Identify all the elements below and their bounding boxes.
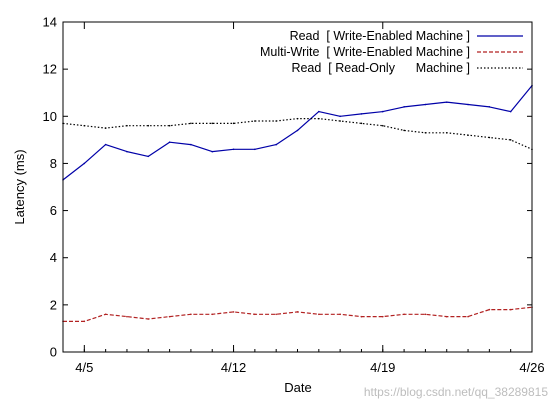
- y-tick-label: 14: [43, 15, 57, 30]
- data-point: [424, 103, 427, 106]
- series-3: [62, 117, 533, 151]
- data-point: [168, 141, 171, 144]
- data-point: [403, 106, 405, 108]
- series-line-3: [62, 117, 533, 150]
- data-point: [318, 313, 320, 316]
- data-point: [360, 113, 363, 115]
- legend-label: Multi-Write [ Write-Enabled Machine ]: [260, 45, 470, 59]
- data-point: [126, 150, 128, 153]
- data-point: [381, 124, 384, 127]
- data-point: [104, 143, 107, 146]
- data-point: [467, 134, 469, 136]
- data-point: [254, 313, 256, 316]
- data-point: [445, 101, 448, 103]
- data-point: [275, 313, 277, 316]
- data-point: [275, 143, 277, 146]
- data-point: [190, 313, 192, 316]
- data-point: [488, 136, 491, 139]
- data-point: [190, 122, 192, 125]
- data-point: [232, 311, 235, 313]
- data-point: [424, 131, 427, 134]
- data-point: [83, 124, 86, 127]
- x-axis: 4/5 4/12 4/19 4/26: [62, 22, 545, 375]
- legend-label: Read [ Read-Only Machine ]: [291, 61, 470, 75]
- data-point: [254, 120, 256, 122]
- data-point: [509, 308, 512, 311]
- y-axis: 0 2 4 6 8 10 12 14: [43, 15, 532, 360]
- data-point: [509, 139, 512, 141]
- data-point: [445, 131, 448, 134]
- data-point: [104, 127, 107, 129]
- data-point: [445, 315, 448, 318]
- data-point: [190, 143, 192, 146]
- x-tick-label: 4/19: [370, 360, 395, 375]
- y-tick-label: 4: [50, 250, 57, 265]
- data-point: [147, 124, 150, 127]
- series-1: [62, 84, 533, 181]
- y-tick-label: 8: [50, 156, 57, 171]
- data-point: [403, 313, 405, 316]
- data-point: [381, 315, 384, 318]
- data-point: [211, 313, 214, 316]
- data-point: [83, 162, 86, 165]
- data-point: [83, 320, 86, 323]
- watermark: https://blog.csdn.net/qq_38289815: [364, 385, 548, 399]
- x-axis-title: Date: [284, 380, 311, 395]
- y-tick-label: 0: [50, 345, 57, 360]
- legend-label: Read [ Write-Enabled Machine ]: [290, 29, 470, 43]
- data-point: [232, 148, 235, 151]
- data-point: [488, 106, 491, 108]
- data-point: [381, 110, 384, 113]
- x-tick-label: 4/5: [75, 360, 93, 375]
- series-line-2: [63, 306, 533, 322]
- data-point: [296, 129, 299, 132]
- legend: Read [ Write-Enabled Machine ] Multi-Writ…: [260, 29, 523, 75]
- data-point: [318, 117, 320, 120]
- data-point: [126, 315, 128, 318]
- y-tick-label: 6: [50, 203, 57, 218]
- data-point: [296, 117, 299, 120]
- data-point: [509, 110, 512, 113]
- x-tick-label: 4/26: [519, 360, 544, 375]
- data-point: [168, 124, 171, 127]
- data-point: [488, 308, 491, 311]
- data-point: [275, 120, 277, 122]
- series-layer: [62, 84, 533, 323]
- data-point: [126, 124, 128, 127]
- data-point: [467, 315, 469, 318]
- data-point: [318, 110, 320, 113]
- data-point: [403, 129, 405, 132]
- y-tick-label: 10: [43, 109, 57, 124]
- data-point: [211, 150, 214, 153]
- data-point: [254, 148, 256, 151]
- data-point: [147, 155, 150, 158]
- data-point: [232, 122, 235, 125]
- data-point: [339, 313, 341, 316]
- series-2: [62, 306, 533, 323]
- data-point: [360, 122, 363, 125]
- x-tick-label: 4/12: [221, 360, 246, 375]
- data-point: [211, 122, 214, 125]
- data-point: [296, 311, 299, 313]
- data-point: [339, 120, 341, 122]
- y-tick-label: 2: [50, 297, 57, 312]
- data-point: [168, 315, 171, 318]
- data-point: [147, 318, 150, 320]
- data-point: [424, 313, 427, 316]
- data-point: [467, 103, 469, 106]
- series-line-1: [62, 85, 533, 181]
- data-point: [339, 115, 341, 118]
- y-axis-title: Latency (ms): [12, 149, 27, 224]
- data-point: [360, 315, 363, 318]
- data-point: [104, 313, 107, 316]
- y-tick-label: 12: [43, 62, 57, 77]
